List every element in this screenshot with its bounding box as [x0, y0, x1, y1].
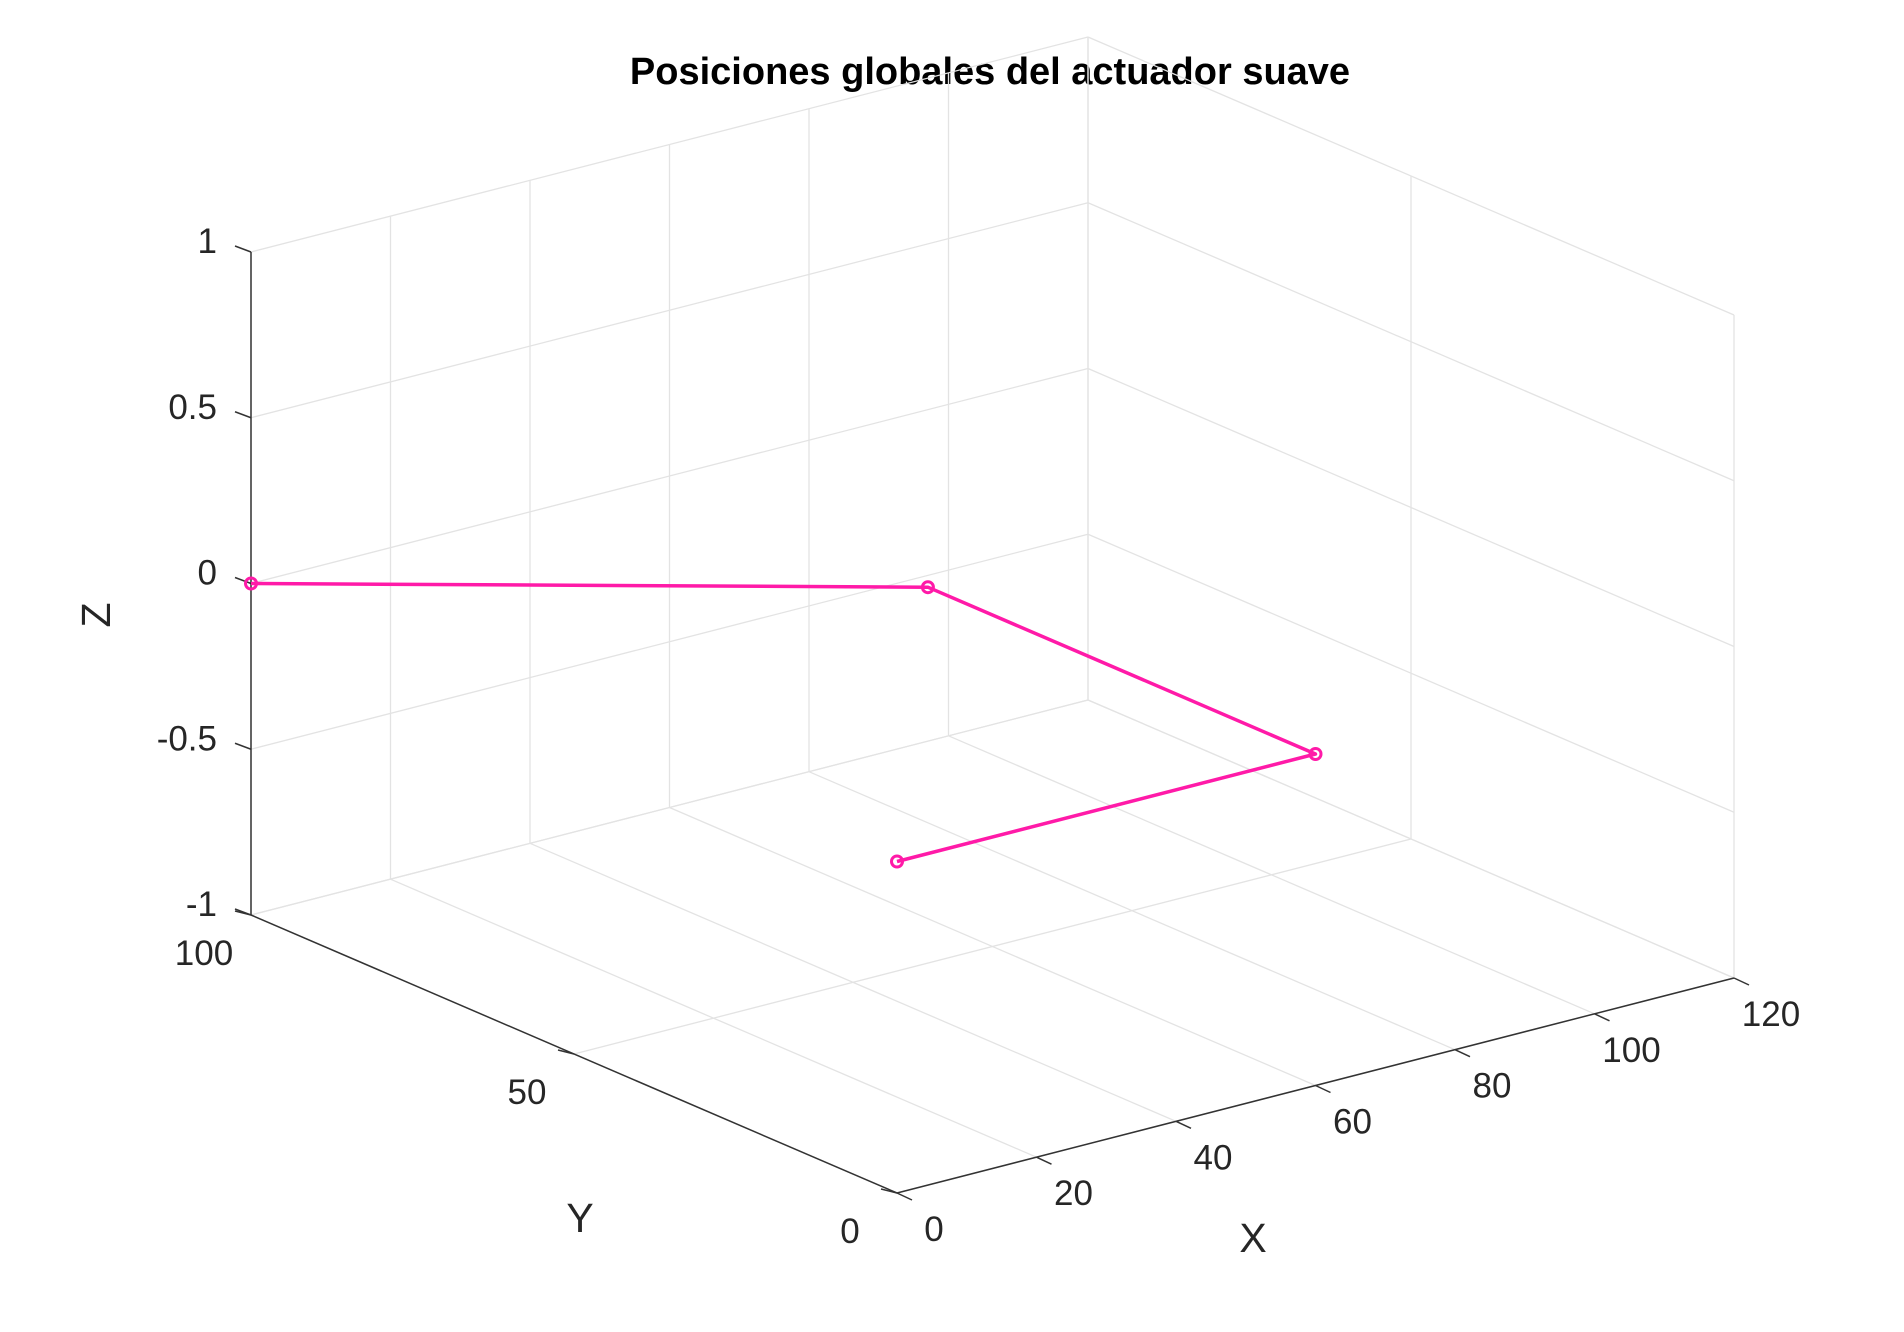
- z-tick-mark: [234, 411, 252, 419]
- data-point-marker: [920, 580, 935, 595]
- z-tick-label: -0.5: [157, 719, 217, 758]
- y-tick-label: 100: [175, 934, 233, 973]
- x-axis-label: X: [1239, 1215, 1266, 1261]
- z-axis-label: Z: [73, 602, 119, 627]
- x-tick-label: 60: [1333, 1103, 1372, 1142]
- z-tick-mark: [234, 908, 252, 916]
- x-tick-mark: [1036, 1156, 1052, 1165]
- z-tick-mark: [234, 576, 252, 585]
- x-tick-mark: [1315, 1084, 1331, 1094]
- data-point-marker: [1308, 747, 1323, 761]
- y-tick-label: 0: [840, 1212, 859, 1251]
- grid-line-back-z: [250, 533, 1089, 750]
- grid-line-side-z: [1087, 202, 1735, 482]
- z-tick-label: 0: [198, 554, 217, 593]
- grid-line-side-z: [1087, 699, 1735, 979]
- series-line: [250, 581, 1318, 864]
- grid-line-back-z: [250, 699, 1089, 916]
- data-series: [244, 576, 1323, 869]
- z-tick-mark: [234, 742, 252, 750]
- grid-line-side-z: [1087, 533, 1735, 813]
- grid-line-side-z: [1087, 36, 1735, 316]
- x-tick-label: 80: [1473, 1067, 1512, 1106]
- z-tick-label: 0.5: [168, 388, 217, 427]
- grid-lines: [250, 36, 1735, 1194]
- data-point-marker: [890, 854, 904, 869]
- x-tick-label: 20: [1054, 1174, 1093, 1213]
- z-tick-label: -1: [186, 885, 217, 924]
- x-tick-mark: [1594, 1013, 1610, 1022]
- chart-title: Posiciones globales del actuador suave: [630, 51, 1350, 93]
- grid-line-back-z: [250, 36, 1089, 253]
- data-point-marker: [244, 576, 258, 591]
- grid-line-back-z: [250, 367, 1089, 585]
- x-tick-mark: [1733, 977, 1750, 986]
- y-tick-mark: [557, 1049, 575, 1055]
- y-tick-label: 50: [508, 1073, 547, 1112]
- x-tick-mark: [1454, 1048, 1471, 1058]
- z-tick-mark: [234, 245, 252, 253]
- x-tick-label: 0: [924, 1210, 943, 1249]
- tick-labels: 0 20 40 60 80 100 120 0 50 100 -1 -0.5 0 0.5 1: [157, 222, 1801, 1251]
- x-tick-label: 100: [1602, 1031, 1660, 1070]
- grid-line-back-z: [250, 202, 1089, 419]
- z-tick-label: 1: [198, 222, 217, 261]
- x-tick-mark: [896, 1192, 913, 1201]
- x-tick-mark: [1175, 1120, 1192, 1130]
- grid-line-floor-y: [573, 838, 1412, 1055]
- x-tick-label: 40: [1194, 1138, 1233, 1177]
- x-tick-label: 120: [1742, 995, 1800, 1034]
- y-axis-label: Y: [566, 1195, 593, 1241]
- y-tick-mark: [880, 1188, 898, 1194]
- grid-line-side-z: [1087, 367, 1735, 648]
